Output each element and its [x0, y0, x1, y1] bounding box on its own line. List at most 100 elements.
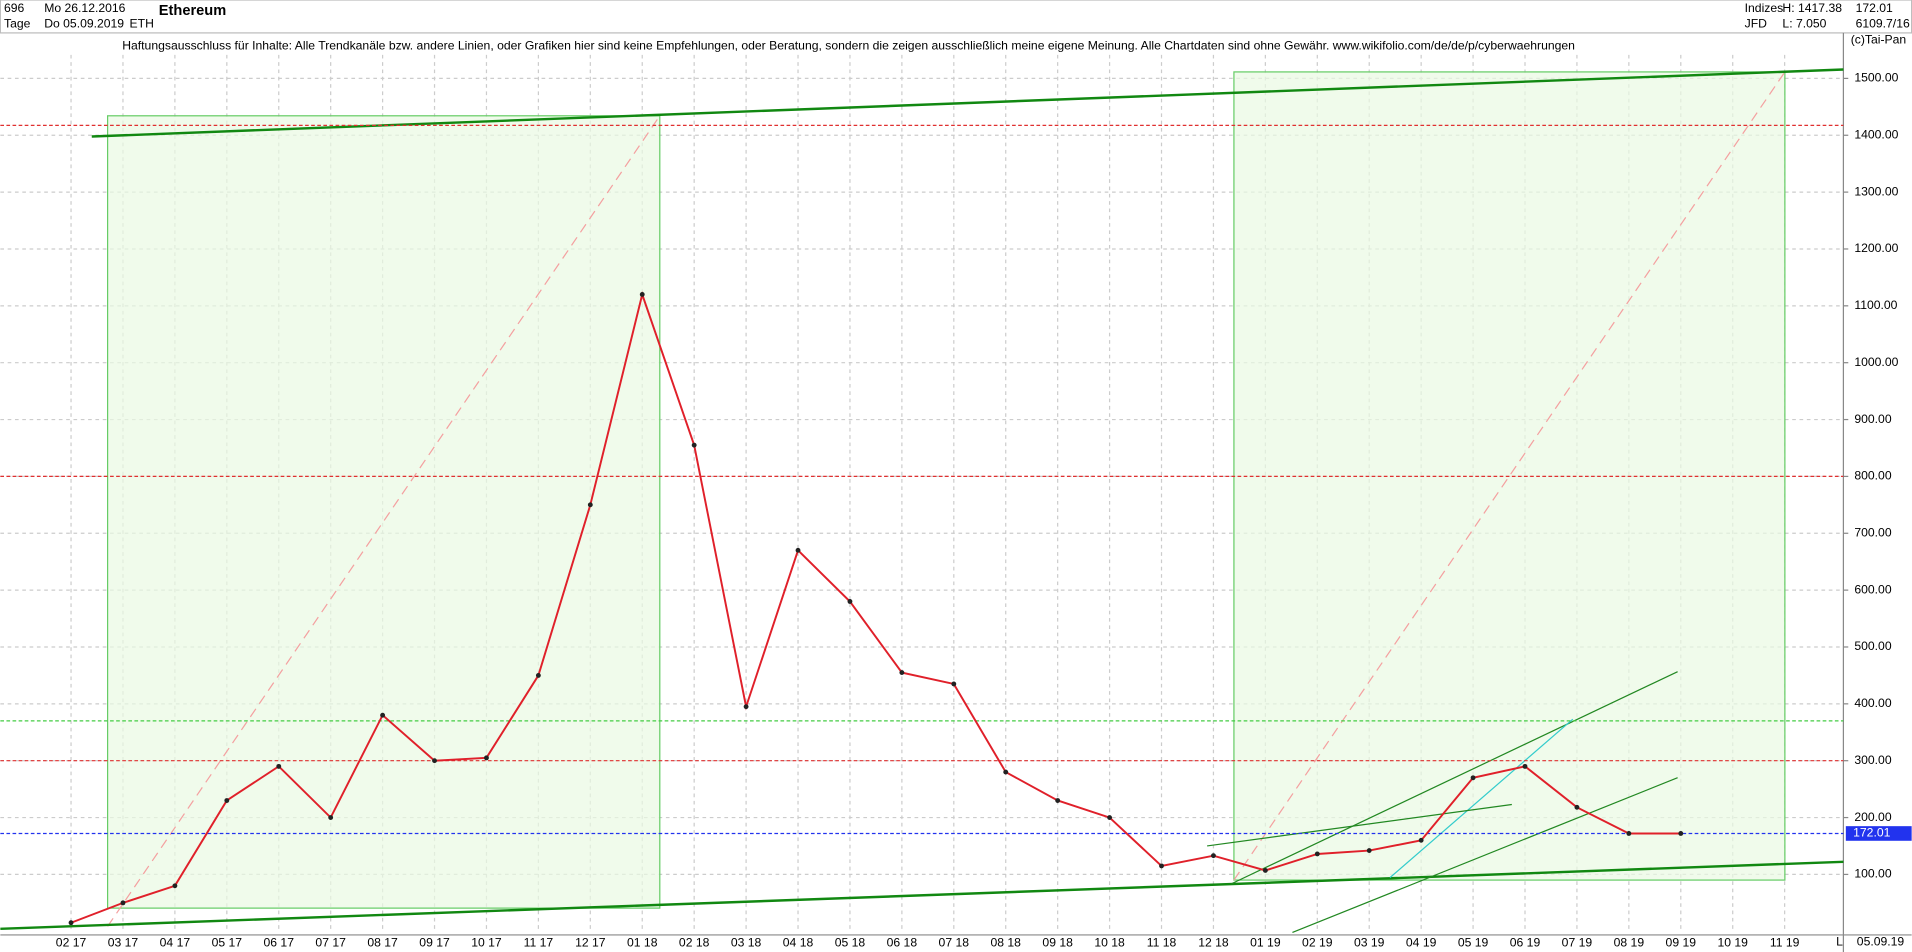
header-high: H: 1417.38 — [1782, 1, 1842, 15]
header-end: Do 05.09.2019 — [44, 17, 124, 31]
header-symbol: ETH — [130, 17, 154, 31]
y-tick-label: 200.00 — [1854, 810, 1891, 824]
header-last: 172.01 — [1856, 1, 1893, 15]
trend-line — [1292, 777, 1678, 934]
price-point — [1003, 769, 1009, 775]
header-bar — [0, 0, 1912, 34]
x-tick-label: 02 18 — [679, 936, 710, 950]
y-tick-label: 400.00 — [1854, 696, 1891, 710]
x-tick-label: 08 19 — [1614, 936, 1645, 950]
price-point — [535, 672, 541, 678]
price-tag — [1845, 826, 1912, 841]
x-tick-label: 03 17 — [108, 936, 139, 950]
x-tick-label: 04 19 — [1406, 936, 1437, 950]
header-count[interactable]: 696 — [4, 1, 25, 15]
price-point — [1055, 798, 1061, 803]
x-tick-label: 11 19 — [1770, 936, 1800, 950]
price-point — [380, 712, 386, 718]
price-point — [1366, 848, 1372, 853]
x-tick-label: 10 18 — [1094, 936, 1125, 950]
trend-line — [0, 860, 1844, 931]
price-point — [639, 292, 645, 297]
price-line — [70, 291, 1681, 924]
x-tick-label: 12 18 — [1198, 936, 1229, 950]
header-low: L: 7.050 — [1782, 17, 1826, 31]
x-tick-label: 02 19 — [1302, 936, 1333, 950]
price-point — [172, 883, 178, 889]
y-tick-label: 1300.00 — [1854, 184, 1898, 198]
footer-date: 05.09.19 — [1857, 934, 1905, 948]
price-point — [1314, 851, 1320, 857]
price-point — [1626, 831, 1632, 836]
analysis-box — [107, 115, 661, 909]
y-tick-label: 700.00 — [1854, 525, 1891, 539]
x-tick-label: 03 18 — [731, 936, 762, 950]
header-start: Mo 26.12.2016 — [44, 1, 125, 15]
price-point — [1107, 815, 1113, 820]
price-point — [1678, 831, 1684, 836]
price-point — [951, 681, 957, 687]
y-tick-label: 1000.00 — [1854, 355, 1898, 369]
price-point — [1574, 804, 1580, 810]
price-point — [743, 704, 749, 710]
price-point — [847, 599, 853, 604]
x-tick-label: 06 17 — [264, 936, 295, 950]
x-tick-label: 10 19 — [1717, 936, 1748, 950]
price-point — [68, 920, 74, 926]
price-point — [120, 900, 126, 906]
x-tick-label: 05 18 — [835, 936, 866, 950]
price-point — [1159, 863, 1164, 869]
x-tick-label: 05 17 — [212, 936, 243, 950]
copyright: (c)Tai-Pan — [1851, 32, 1906, 46]
price-point — [276, 763, 282, 769]
header-info: 6109.7/16 — [1856, 17, 1910, 31]
y-tick-label: 1100.00 — [1854, 298, 1897, 312]
x-tick-label: 02 17 — [56, 936, 87, 950]
price-point — [224, 798, 230, 803]
trend-line — [1389, 718, 1574, 879]
y-tick-label: 600.00 — [1854, 582, 1891, 596]
y-tick-label: 900.00 — [1854, 412, 1891, 426]
price-point — [1470, 775, 1476, 781]
header-period[interactable]: Tage — [4, 17, 31, 31]
x-tick-label: 04 17 — [160, 936, 191, 950]
x-tick-label: 04 18 — [783, 936, 814, 950]
y-tick-label: 1400.00 — [1854, 127, 1898, 141]
price-point — [1262, 868, 1268, 873]
footer-scale: L — [1836, 934, 1843, 948]
diagonal — [107, 115, 661, 927]
x-tick-label: 07 17 — [315, 936, 346, 950]
y-tick-label: 800.00 — [1854, 469, 1891, 483]
price-point — [899, 670, 905, 676]
x-tick-label: 06 18 — [887, 936, 918, 950]
price-point — [1418, 837, 1424, 843]
x-tick-label: 11 18 — [1147, 936, 1177, 950]
x-tick-label: 09 18 — [1042, 936, 1073, 950]
x-tick-label: 01 18 — [627, 936, 658, 950]
x-tick-label: 10 17 — [471, 936, 502, 950]
price-point — [691, 442, 697, 448]
price-point — [1211, 853, 1216, 859]
x-tick-label: 09 19 — [1666, 936, 1697, 950]
y-tick-label: 1200.00 — [1854, 241, 1898, 255]
header-name: Ethereum — [159, 3, 226, 19]
price-point — [587, 502, 593, 508]
y-tick-label: 300.00 — [1854, 753, 1891, 767]
x-tick-label: 03 19 — [1354, 936, 1385, 950]
y-tick-label: 500.00 — [1854, 639, 1891, 653]
price-point — [1522, 763, 1528, 769]
price-point — [484, 755, 489, 761]
x-tick-label: 01 19 — [1250, 936, 1281, 950]
header-broker: JFD — [1745, 17, 1768, 31]
x-tick-label: 06 19 — [1510, 936, 1541, 950]
trend-line — [91, 68, 1844, 138]
diagonal — [1233, 71, 1786, 881]
header-market: Indizes — [1745, 1, 1784, 15]
x-tick-label: 07 19 — [1562, 936, 1593, 950]
x-tick-label: 11 17 — [524, 936, 554, 950]
disclaimer: Haftungsausschluss für Inhalte: Alle Tre… — [122, 39, 1575, 53]
x-tick-label: 09 17 — [419, 936, 450, 950]
trend-line — [1207, 803, 1512, 847]
x-tick-label: 08 17 — [367, 936, 398, 950]
